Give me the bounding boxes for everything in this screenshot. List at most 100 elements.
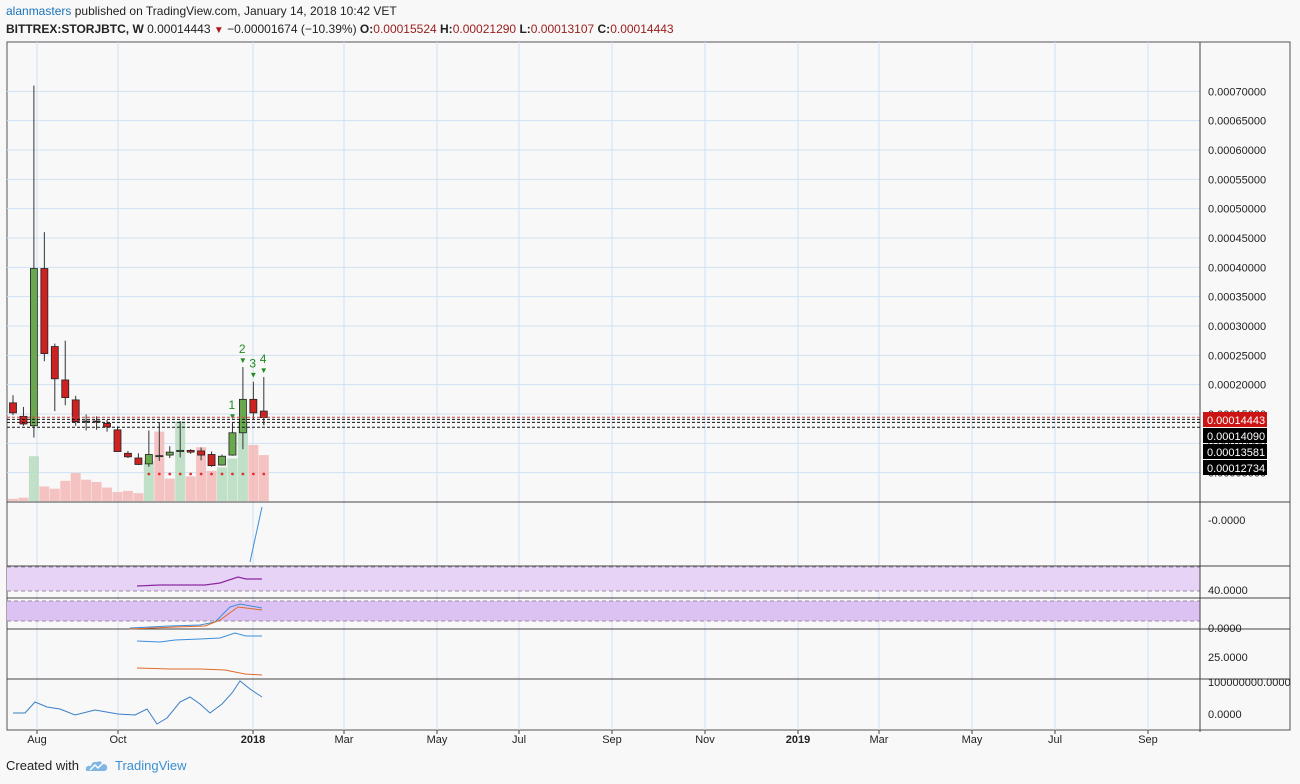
tradingview-link[interactable]: TradingView: [114, 758, 187, 773]
volume-bar: [206, 470, 217, 501]
price-label-text: 0.00012734: [1207, 463, 1265, 475]
y-tick-label: 0.00035000: [1208, 292, 1266, 304]
y-tick-label: 0.00055000: [1208, 174, 1266, 186]
support-dot: [147, 472, 151, 476]
candle-body: [113, 429, 122, 452]
y-tick-label: 0.00060000: [1208, 145, 1266, 157]
symbol-label: BITTREX:STORJBTC, W: [6, 22, 144, 36]
volume-bar: [133, 493, 144, 501]
y-tick-label: 0.00040000: [1208, 262, 1266, 274]
y-tick-label: 0.00065000: [1208, 116, 1266, 128]
support-dot: [157, 472, 161, 476]
indicator-axis-label: -0.0000: [1208, 515, 1245, 527]
published-text: published on TradingView.com, January 14…: [74, 4, 397, 18]
candle-body: [238, 398, 247, 434]
price-label-box: [1203, 412, 1267, 427]
x-tick-label: Aug: [27, 734, 47, 746]
volume-bar: [8, 498, 18, 501]
volume-bar: [81, 479, 92, 501]
stoch-d-line: [129, 606, 263, 630]
rsi-band: [7, 567, 1200, 591]
candle-body: [9, 402, 17, 414]
momentum-line: [249, 506, 263, 563]
price-label-box: [1203, 428, 1267, 443]
candle-body: [228, 432, 237, 456]
x-tick-label: Mar: [870, 734, 889, 746]
high-label: H:: [440, 22, 453, 36]
volume-bar: [60, 480, 71, 501]
indicator-axis-label: 40.0000: [1208, 585, 1248, 597]
price-label-box: [1203, 460, 1267, 475]
candle-body: [82, 420, 91, 423]
support-dot: [241, 472, 245, 476]
volume-bar: [175, 421, 186, 501]
volume-bar: [122, 490, 133, 501]
support-dot: [210, 472, 213, 476]
tradingview-cloud-icon: [85, 760, 108, 771]
low-label: L:: [519, 22, 531, 36]
volume-bar: [102, 487, 113, 501]
support-dot: [262, 472, 266, 476]
x-tick-label: Jul: [1048, 734, 1062, 746]
volume-bar: [39, 486, 50, 501]
x-tick-label: May: [427, 734, 448, 746]
price-change: −0.00001674 (−10.39%): [227, 22, 357, 36]
candle-body: [207, 454, 216, 467]
candle-body: [218, 455, 226, 466]
y-tick-label: 0.00020000: [1208, 380, 1266, 392]
low-value: 0.00013107: [530, 22, 595, 36]
footer: Created with TradingView: [6, 758, 187, 773]
x-tick-label: 2018: [241, 734, 265, 746]
candle-body: [249, 398, 258, 414]
rsi-line: [136, 576, 262, 587]
publisher-name[interactable]: alanmasters: [6, 4, 72, 18]
candle-body: [40, 268, 49, 354]
volume-bar: [227, 458, 238, 501]
x-tick-label: Sep: [1138, 734, 1158, 746]
candle-body: [197, 450, 206, 456]
y-tick-label: 0.00045000: [1208, 233, 1266, 245]
dmi-plus-line: [136, 632, 262, 643]
open-value: 0.00015524: [373, 22, 437, 36]
indicator-axis-label: 100000000.0000: [1208, 677, 1291, 689]
indicator-axis-label: 0.0000: [1208, 623, 1242, 635]
candle-body: [124, 452, 132, 458]
candle-body: [155, 455, 164, 458]
support-dot: [220, 472, 224, 476]
x-tick-label: Nov: [695, 734, 715, 746]
support-dot: [231, 472, 234, 476]
sequential-count-label: 2: [239, 342, 246, 356]
volume-bar: [143, 460, 154, 501]
candle-body: [176, 449, 185, 452]
candle-body: [50, 346, 59, 380]
candle-body: [71, 399, 80, 423]
support-dot: [199, 472, 203, 476]
x-tick-label: Oct: [109, 734, 126, 746]
x-tick-label: Mar: [335, 734, 354, 746]
volume-bar: [91, 481, 102, 501]
obv-line: [13, 680, 263, 725]
y-tick-label: 0.00070000: [1208, 86, 1266, 98]
price-label-text: 0.00013581: [1207, 447, 1265, 459]
close-label: C:: [597, 22, 611, 36]
volume-bar: [217, 467, 227, 501]
support-dot: [178, 472, 182, 476]
x-tick-label: May: [962, 734, 983, 746]
price-label-text: 0.00014090: [1207, 431, 1265, 443]
volume-bar: [185, 476, 196, 501]
candle-body: [259, 410, 268, 418]
volume-bar: [28, 456, 39, 501]
high-value: 0.00021290: [452, 22, 517, 36]
candle-body: [165, 451, 174, 456]
created-with-text: Created with: [6, 758, 79, 773]
candle-body: [186, 449, 195, 453]
volume-bar: [154, 431, 165, 501]
volume-bar: [164, 478, 175, 501]
candle-body: [19, 415, 28, 425]
publish-info: alanmasters published on TradingView.com…: [6, 4, 397, 18]
candle-body: [92, 420, 101, 423]
price-label-text: 0.00014443: [1207, 415, 1265, 427]
volume-bar: [18, 497, 29, 501]
candle-body: [134, 457, 143, 465]
